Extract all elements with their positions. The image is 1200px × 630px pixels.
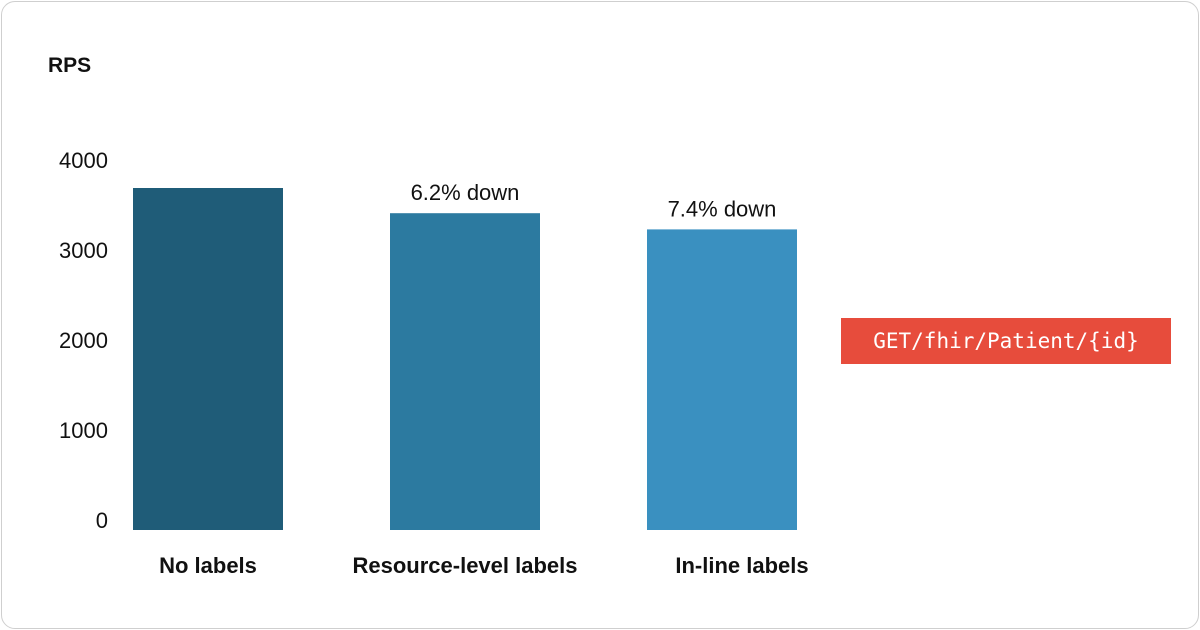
category-label: In-line labels — [675, 553, 808, 578]
endpoint-badge: GET/fhir/Patient/{id} — [841, 318, 1171, 364]
y-tick-label: 0 — [96, 508, 108, 533]
y-tick-label: 3000 — [59, 238, 108, 263]
y-axis-title: RPS — [48, 54, 91, 77]
y-tick-label: 1000 — [59, 418, 108, 443]
y-tick-label: 2000 — [59, 328, 108, 353]
bar — [390, 213, 540, 530]
category-label: No labels — [159, 553, 257, 578]
bar-data-label: 7.4% down — [668, 196, 777, 221]
bar-data-label: 6.2% down — [411, 180, 520, 205]
bar — [133, 188, 283, 530]
category-label: Resource-level labels — [352, 553, 577, 578]
y-tick-label: 4000 — [59, 148, 108, 173]
bar — [647, 229, 797, 530]
